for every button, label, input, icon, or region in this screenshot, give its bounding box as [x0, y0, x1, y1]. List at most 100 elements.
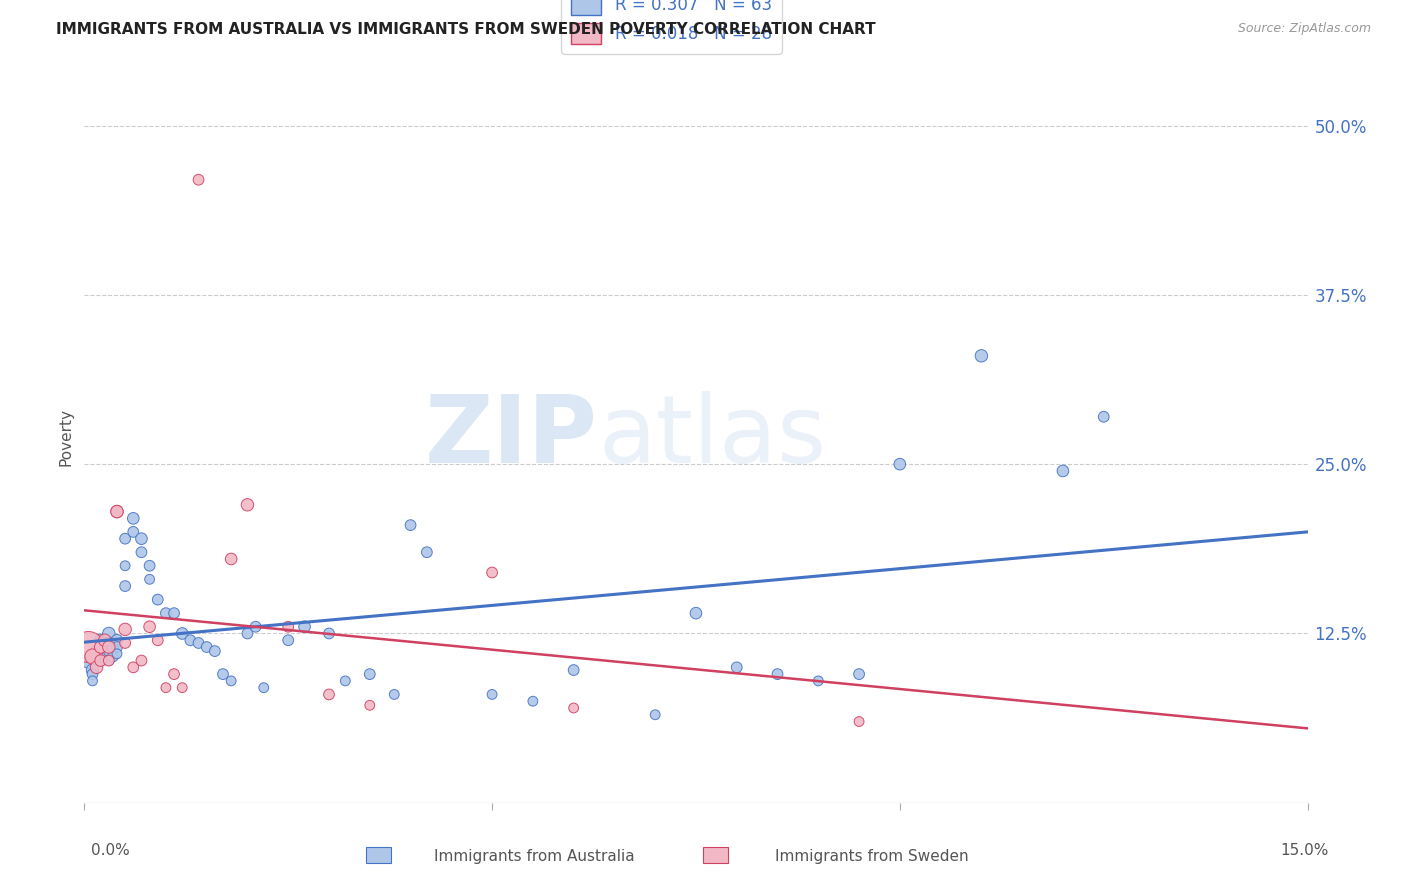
Point	[204, 644, 226, 658]
Point	[97, 654, 120, 668]
Point	[101, 649, 124, 664]
Point	[236, 498, 259, 512]
Text: ZIP: ZIP	[425, 391, 598, 483]
Point	[93, 636, 115, 650]
Point	[114, 579, 136, 593]
Point	[146, 592, 169, 607]
Point	[318, 688, 340, 702]
Point	[131, 654, 153, 668]
Point	[359, 667, 381, 681]
Point	[219, 552, 242, 566]
Point	[114, 636, 136, 650]
Point	[725, 660, 748, 674]
Point	[97, 654, 120, 668]
Point	[114, 558, 136, 573]
Point	[105, 640, 128, 654]
Text: Immigrants from Australia: Immigrants from Australia	[434, 849, 634, 864]
Point	[766, 667, 789, 681]
Point	[889, 457, 911, 471]
Point	[90, 640, 112, 654]
Point	[807, 673, 830, 688]
Point	[146, 633, 169, 648]
Point	[359, 698, 381, 713]
Point	[294, 620, 316, 634]
Point	[187, 172, 209, 186]
Legend: R = 0.307   N = 63, R = 0.018   N = 28: R = 0.307 N = 63, R = 0.018 N = 28	[561, 0, 782, 54]
Point	[138, 572, 160, 586]
Point	[848, 667, 870, 681]
Point	[114, 623, 136, 637]
Point	[1092, 409, 1115, 424]
Text: IMMIGRANTS FROM AUSTRALIA VS IMMIGRANTS FROM SWEDEN POVERTY CORRELATION CHART: IMMIGRANTS FROM AUSTRALIA VS IMMIGRANTS …	[56, 22, 876, 37]
Point	[86, 644, 108, 658]
Point	[114, 532, 136, 546]
Point	[481, 688, 503, 702]
Point	[277, 620, 299, 634]
Point	[481, 566, 503, 580]
Point	[382, 688, 405, 702]
Point	[335, 673, 357, 688]
Point	[138, 558, 160, 573]
Point	[219, 673, 242, 688]
Point	[97, 636, 120, 650]
Point	[122, 511, 145, 525]
Point	[131, 532, 153, 546]
Point	[644, 707, 666, 722]
Point	[105, 647, 128, 661]
Point	[172, 681, 194, 695]
Point	[522, 694, 544, 708]
Point	[82, 649, 104, 664]
Point	[155, 606, 177, 620]
Text: 0.0%: 0.0%	[91, 843, 131, 858]
Point	[562, 663, 585, 677]
Point	[131, 545, 153, 559]
Point	[77, 654, 100, 668]
Point	[82, 667, 104, 681]
Point	[245, 620, 267, 634]
Point	[138, 620, 160, 634]
Point	[97, 644, 120, 658]
Point	[187, 636, 209, 650]
Text: 15.0%: 15.0%	[1281, 843, 1329, 858]
Point	[277, 633, 299, 648]
Point	[105, 633, 128, 648]
Point	[195, 640, 218, 654]
Point	[318, 626, 340, 640]
Point	[236, 626, 259, 640]
Point	[90, 654, 112, 668]
Point	[77, 640, 100, 654]
Point	[212, 667, 235, 681]
Point	[970, 349, 993, 363]
Point	[179, 633, 201, 648]
Point	[105, 505, 128, 519]
Point	[163, 606, 186, 620]
Point	[82, 663, 104, 677]
Point	[97, 626, 120, 640]
Point	[253, 681, 276, 695]
Text: atlas: atlas	[598, 391, 827, 483]
Point	[93, 647, 115, 661]
Point	[163, 667, 186, 681]
Point	[172, 626, 194, 640]
Point	[86, 649, 108, 664]
Point	[90, 640, 112, 654]
Point	[97, 640, 120, 654]
Point	[1052, 464, 1074, 478]
Text: Source: ZipAtlas.com: Source: ZipAtlas.com	[1237, 22, 1371, 36]
Point	[122, 524, 145, 539]
Point	[86, 660, 108, 674]
Text: Immigrants from Sweden: Immigrants from Sweden	[775, 849, 969, 864]
Point	[82, 673, 104, 688]
Point	[93, 633, 115, 648]
Point	[90, 633, 112, 648]
Point	[848, 714, 870, 729]
Point	[155, 681, 177, 695]
Point	[399, 518, 422, 533]
Point	[90, 654, 112, 668]
Y-axis label: Poverty: Poverty	[58, 408, 73, 467]
Point	[101, 640, 124, 654]
Point	[105, 505, 128, 519]
Point	[562, 701, 585, 715]
Point	[685, 606, 707, 620]
Point	[416, 545, 439, 559]
